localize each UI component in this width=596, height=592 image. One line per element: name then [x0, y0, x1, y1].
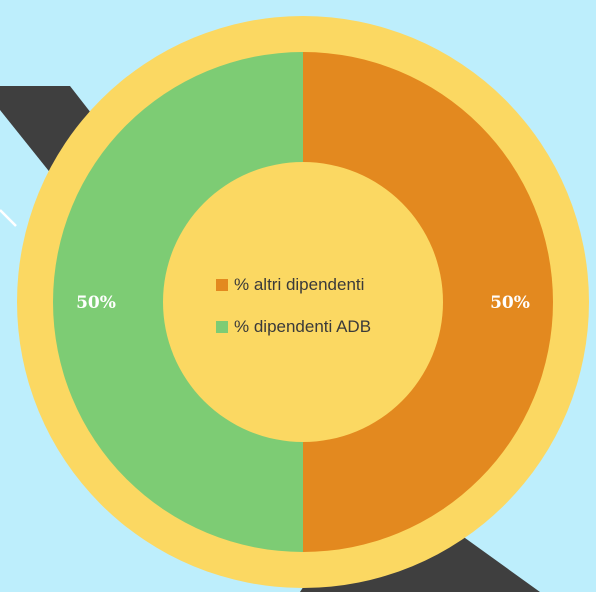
- legend-swatch-icon: [216, 321, 228, 333]
- legend-item-dipendenti-adb: % dipendenti ADB: [216, 312, 371, 342]
- legend-label: % altri dipendenti: [234, 275, 365, 294]
- data-label-0: 50%: [490, 293, 530, 313]
- legend-item-altri-dipendenti: % altri dipendenti: [216, 270, 371, 300]
- legend-label: % dipendenti ADB: [234, 317, 372, 336]
- data-labels: 50% 50%: [76, 293, 530, 313]
- chart-legend: % altri dipendenti % dipendenti ADB: [216, 270, 371, 354]
- decor-line: [0, 209, 17, 227]
- data-label-1: 50%: [76, 293, 116, 313]
- donut-hole: [163, 162, 443, 442]
- legend-swatch-icon: [216, 279, 228, 291]
